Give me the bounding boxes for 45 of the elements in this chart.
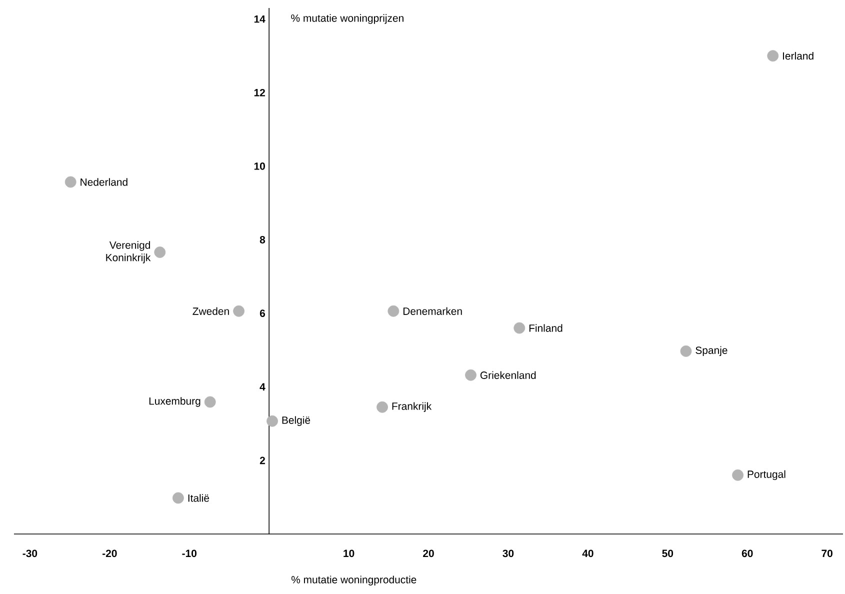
point bbox=[376, 401, 388, 413]
y-tick-label: 6 bbox=[260, 310, 266, 318]
x-tick-label: 20 bbox=[423, 550, 434, 558]
x-tick-label: 10 bbox=[344, 550, 354, 558]
point bbox=[680, 345, 692, 357]
x-tick-label: 60 bbox=[742, 550, 753, 558]
point bbox=[514, 322, 526, 334]
point bbox=[732, 469, 744, 481]
y-tick-label: 14 bbox=[254, 15, 266, 23]
annotation: Griekenland bbox=[480, 371, 536, 379]
annotation: Spanje bbox=[696, 346, 728, 356]
point bbox=[767, 50, 779, 62]
x-tick-label: -10 bbox=[182, 550, 196, 558]
annotation: Nederland bbox=[80, 178, 128, 186]
point bbox=[204, 396, 216, 408]
x-tick-label: 40 bbox=[582, 550, 594, 558]
annotation: Italië bbox=[188, 494, 210, 502]
annotation: Ierland bbox=[783, 52, 814, 60]
annotation: België bbox=[282, 416, 310, 426]
annotation: Finland bbox=[529, 324, 562, 332]
annotation: Denemarken bbox=[403, 307, 462, 315]
y-tick-label: 2 bbox=[260, 456, 265, 464]
annotation: Portugal bbox=[748, 470, 786, 480]
x-tick-label: -30 bbox=[22, 550, 38, 558]
point bbox=[154, 246, 166, 258]
point bbox=[465, 369, 476, 381]
x-tick-label: -20 bbox=[102, 550, 117, 558]
annotation: Luxemburg bbox=[149, 397, 200, 407]
annotation: Frankrijk bbox=[392, 402, 432, 412]
x-tick-label: 70 bbox=[822, 550, 832, 558]
annotation: Verenigd Koninkrijk bbox=[106, 241, 151, 264]
y-axis-title: % mutatie woningprijzen bbox=[291, 14, 404, 24]
x-axis-title: % mutatie woningproductie bbox=[291, 576, 416, 586]
y-tick-label: 8 bbox=[260, 236, 266, 244]
y-tick-label: 12 bbox=[254, 88, 265, 96]
point bbox=[64, 176, 76, 188]
y-tick-label: 4 bbox=[260, 383, 266, 390]
point bbox=[388, 305, 400, 317]
point bbox=[233, 305, 244, 317]
x-tick-label: 50 bbox=[662, 550, 674, 558]
point bbox=[266, 415, 278, 427]
y-tick-label: 10 bbox=[254, 162, 265, 170]
point bbox=[172, 492, 184, 504]
x-tick-label: 30 bbox=[502, 550, 514, 558]
annotation: Zweden bbox=[192, 307, 229, 315]
